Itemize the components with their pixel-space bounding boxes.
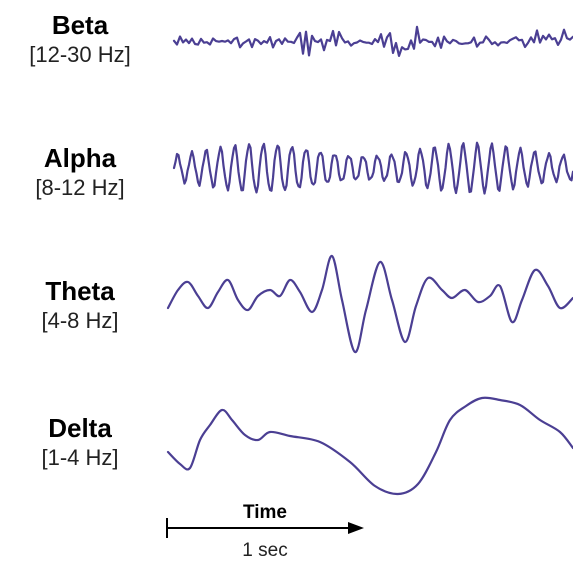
band-range: [12-30 Hz]	[29, 42, 131, 67]
time-label: Time	[242, 502, 287, 523]
band-label-theta: Theta [4-8 Hz]	[0, 276, 160, 336]
band-range: [8-12 Hz]	[35, 175, 125, 200]
theta-wave	[166, 254, 573, 354]
delta-wave	[166, 396, 573, 496]
band-label-beta: Beta [12-30 Hz]	[0, 10, 160, 70]
beta-wave	[172, 25, 573, 57]
band-label-alpha: Alpha [8-12 Hz]	[0, 143, 160, 203]
band-name: Beta	[51, 10, 109, 40]
time-arrow	[166, 518, 364, 538]
band-name: Theta	[45, 276, 115, 306]
band-range: [1-4 Hz]	[41, 445, 119, 470]
alpha-wave	[172, 141, 573, 195]
band-range: [4-8 Hz]	[41, 308, 119, 333]
band-label-delta: Delta [1-4 Hz]	[0, 413, 160, 473]
band-name: Alpha	[43, 143, 117, 173]
duration-label: 1 sec	[242, 540, 288, 561]
band-name: Delta	[48, 413, 112, 443]
